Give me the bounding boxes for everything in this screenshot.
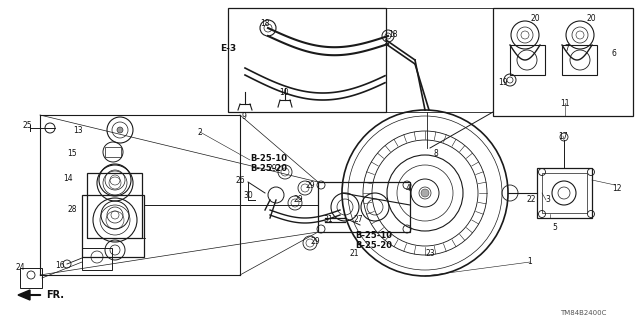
- Bar: [318, 182, 410, 232]
- Bar: [562, 45, 597, 75]
- Text: 10: 10: [279, 87, 289, 97]
- Text: 22: 22: [526, 196, 536, 204]
- Text: 25: 25: [22, 121, 32, 130]
- Text: 8: 8: [434, 148, 438, 157]
- Text: B-25-20: B-25-20: [250, 164, 287, 172]
- Text: 29: 29: [267, 164, 277, 172]
- Text: B-25-10: B-25-10: [355, 230, 392, 239]
- Bar: [105, 147, 121, 157]
- Text: 29: 29: [293, 196, 303, 204]
- Text: 1: 1: [527, 258, 532, 267]
- Text: FR.: FR.: [46, 290, 64, 300]
- Text: 29: 29: [305, 180, 315, 189]
- Text: 14: 14: [63, 173, 73, 182]
- Text: 11: 11: [560, 99, 570, 108]
- Bar: [493, 8, 633, 116]
- Text: 5: 5: [552, 223, 557, 233]
- Text: 15: 15: [67, 148, 77, 157]
- Text: 20: 20: [586, 13, 596, 22]
- Bar: [510, 45, 545, 75]
- Text: 3: 3: [545, 196, 550, 204]
- Text: B-25-20: B-25-20: [355, 241, 392, 250]
- Circle shape: [117, 127, 123, 133]
- Text: 26: 26: [235, 175, 245, 185]
- Bar: [82, 195, 144, 257]
- Text: 27: 27: [353, 215, 363, 225]
- Text: 20: 20: [530, 13, 540, 22]
- Bar: [20, 268, 42, 288]
- Bar: [228, 8, 386, 112]
- Text: TM84B2400C: TM84B2400C: [560, 310, 606, 316]
- Text: 31: 31: [323, 215, 333, 225]
- Bar: [542, 173, 587, 213]
- Circle shape: [421, 189, 429, 197]
- Text: 7: 7: [564, 44, 570, 52]
- Text: 24: 24: [15, 263, 25, 273]
- Text: 21: 21: [349, 249, 359, 258]
- Bar: [87, 173, 142, 238]
- Text: 4: 4: [406, 183, 410, 193]
- Text: 13: 13: [73, 125, 83, 134]
- Text: 18: 18: [388, 29, 397, 38]
- Text: 19: 19: [498, 77, 508, 86]
- Bar: [82, 248, 112, 270]
- Text: 16: 16: [55, 261, 65, 270]
- Text: 2: 2: [198, 127, 202, 137]
- Text: B-25-10: B-25-10: [250, 154, 287, 163]
- Text: 28: 28: [67, 205, 77, 214]
- Text: 30: 30: [243, 191, 253, 201]
- Text: 12: 12: [612, 183, 621, 193]
- Text: E-3: E-3: [220, 44, 236, 52]
- Text: 6: 6: [612, 49, 616, 58]
- Text: 17: 17: [558, 132, 568, 140]
- Text: 18: 18: [260, 19, 269, 28]
- Text: 29: 29: [310, 237, 320, 246]
- Bar: [537, 168, 592, 218]
- Text: 9: 9: [241, 111, 246, 121]
- Polygon shape: [18, 290, 30, 300]
- Text: 23: 23: [425, 249, 435, 258]
